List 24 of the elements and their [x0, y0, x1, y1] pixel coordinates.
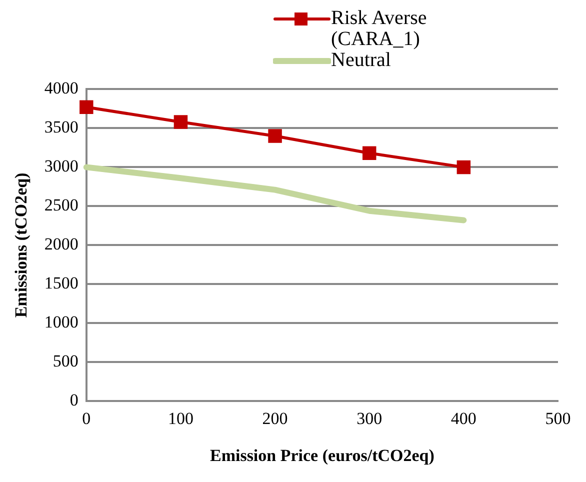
- legend-label: Neutral: [331, 49, 391, 71]
- y-tick-label: 1500: [44, 274, 78, 293]
- y-tick-label: 2500: [44, 196, 78, 215]
- y-tick-label: 3000: [44, 156, 78, 176]
- x-tick-label: 0: [82, 408, 91, 428]
- point: [174, 115, 188, 129]
- y-tick-label: 3500: [44, 118, 78, 137]
- point: [362, 146, 376, 160]
- y-tick-label: 4000: [44, 78, 78, 98]
- y-axis-title: Emissions (tCO2eq): [12, 172, 31, 318]
- x-tick-label: 300: [356, 408, 382, 428]
- x-tick-label: 500: [545, 408, 571, 428]
- x-axis-title: Emission Price (euros/tCO2eq): [210, 446, 434, 466]
- x-tick-label: 100: [168, 408, 194, 428]
- x-tick-label: 200: [262, 408, 288, 428]
- y-tick-label: 500: [52, 352, 78, 371]
- legend-label: Risk Averse (CARA_1): [331, 7, 428, 50]
- y-tick-label: 2000: [44, 234, 78, 254]
- point: [268, 129, 282, 143]
- point: [456, 160, 471, 174]
- y-tick-label: 0: [70, 390, 78, 410]
- point: [80, 100, 94, 114]
- y-tick-label: 1000: [44, 312, 78, 332]
- x-tick-label: 400: [450, 408, 476, 428]
